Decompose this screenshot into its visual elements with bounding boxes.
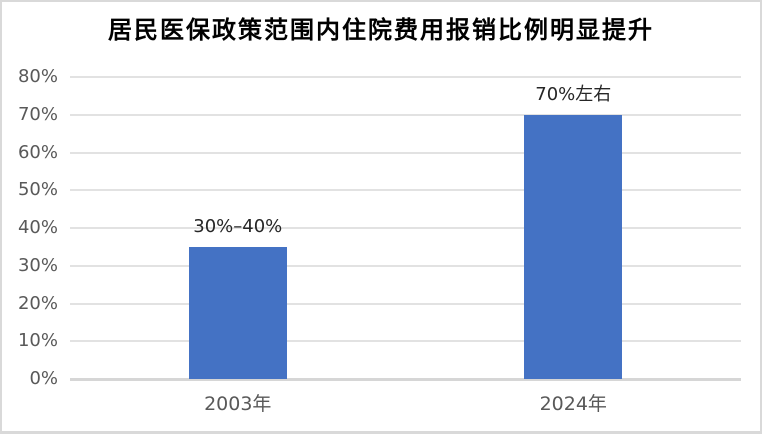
y-axis-tick-label: 10% — [17, 330, 58, 352]
x-axis-category-label: 2003年 — [204, 393, 272, 415]
x-axis-category-label: 2024年 — [539, 393, 607, 415]
gridline — [70, 264, 741, 267]
gridline — [70, 113, 741, 116]
y-axis-tick-label: 70% — [17, 103, 58, 125]
data-label: 30%–40% — [193, 215, 283, 237]
gridline — [70, 227, 741, 229]
bar-2003年 — [188, 246, 287, 379]
gridline — [70, 151, 741, 154]
chart-title: 居民医保政策范围内住院费用报销比例明显提升 — [108, 16, 654, 44]
y-axis-tick-label: 40% — [17, 217, 58, 238]
x-axis-line — [70, 378, 741, 381]
plot-area: 30%–40% 2003年 70%左右 2024年 — [70, 76, 741, 415]
gridline — [70, 302, 741, 305]
gridline — [70, 189, 741, 192]
y-axis-tick-label: 60% — [17, 141, 58, 163]
bar-2024年 — [524, 114, 623, 379]
y-axis: 0% 10% 20% 30% 40% 50% 60% 70% 80% — [2, 67, 58, 389]
y-axis-tick-label: 0% — [29, 368, 58, 389]
data-label: 70%左右 — [535, 83, 612, 105]
y-axis-tick-label: 50% — [17, 179, 58, 201]
gridline — [70, 76, 741, 78]
gridline — [70, 340, 741, 343]
y-axis-tick-label: 80% — [17, 66, 58, 87]
y-axis-tick-label: 20% — [17, 292, 58, 314]
y-axis-tick-label: 30% — [17, 254, 58, 276]
